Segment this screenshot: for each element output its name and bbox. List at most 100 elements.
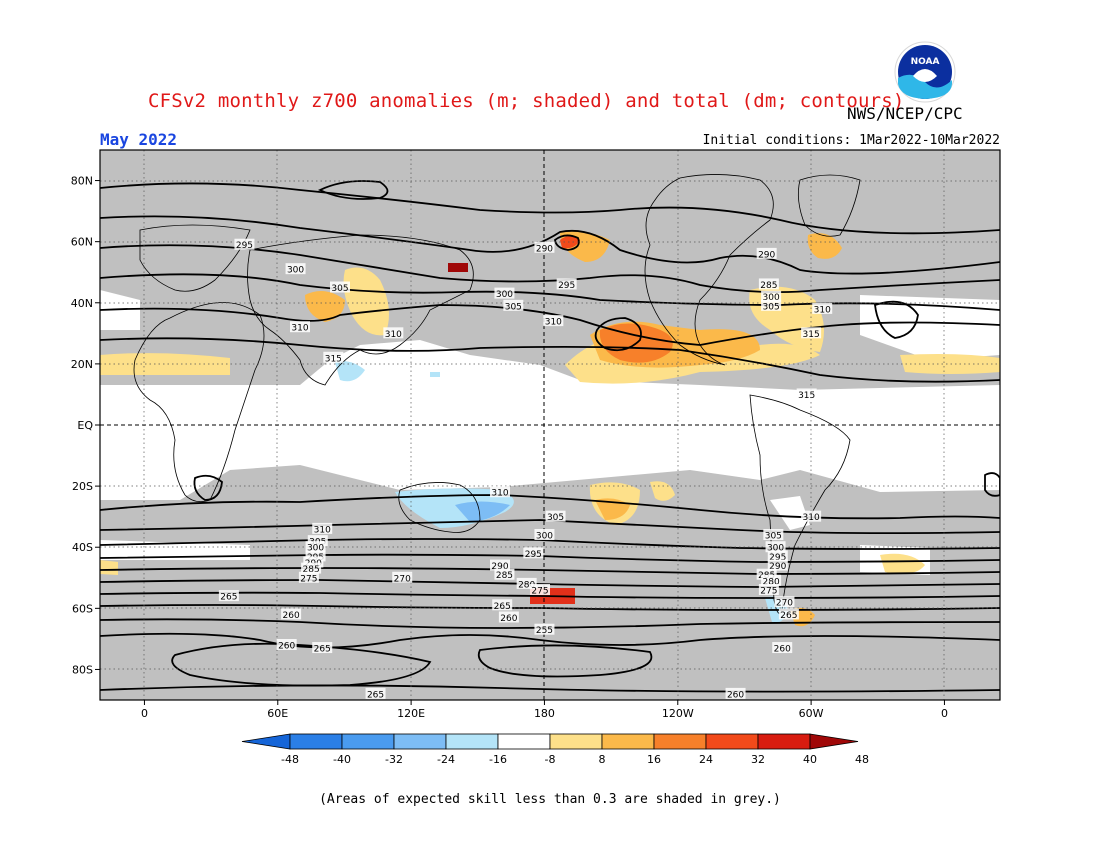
contour-label-bg <box>503 299 524 311</box>
contour-label: 305 <box>505 302 522 312</box>
contour-label: 310 <box>491 489 508 499</box>
anomaly-positive-8 <box>100 560 118 575</box>
colorbar-swatch <box>289 733 343 750</box>
noaa-logo-icon: NOAA <box>894 41 956 103</box>
skill-footnote: (Areas of expected skill less than 0.3 a… <box>319 792 781 807</box>
colorbar: -48 -40 -32 -24 -16 -8 8 16 24 32 40 48 <box>241 733 869 766</box>
contour-label: 310 <box>545 318 562 328</box>
contour-label-bg <box>218 590 239 602</box>
anomaly-positive-8 <box>650 481 675 501</box>
chart-title: CFSv2 monthly z700 anomalies (m; shaded)… <box>148 90 905 112</box>
contour-label-bg <box>758 584 779 595</box>
contour-label-bg <box>801 510 822 522</box>
colorbar-swatch <box>757 733 811 750</box>
colorbar-swatch <box>601 733 655 750</box>
lat-tick-label: 60S <box>72 602 93 615</box>
longitude-axis: 0 60E 120E 180 120W 60W 0 <box>141 700 948 720</box>
lon-tick-label: 60W <box>799 707 824 720</box>
contour-label-bg <box>290 321 310 333</box>
contour-label: 275 <box>300 574 317 584</box>
contour-label: 300 <box>496 290 513 300</box>
contour-label: 300 <box>307 544 324 554</box>
contour-label-bg <box>312 642 333 654</box>
colorbar-label: -16 <box>489 753 507 766</box>
contour-label: 315 <box>798 391 815 401</box>
colorbar-label: 24 <box>699 753 713 766</box>
contour-label: 305 <box>763 302 780 312</box>
contour-label: 280 <box>518 580 535 590</box>
colorbar-label: -32 <box>385 753 403 766</box>
contour-label-bg <box>323 351 344 363</box>
contour-label-bg <box>778 608 799 620</box>
contour-label-bg <box>298 571 319 583</box>
contour-label-bg <box>767 550 788 562</box>
valid-month: May 2022 <box>100 130 178 149</box>
contour-label: 280 <box>763 577 780 587</box>
contour-label-bg <box>556 278 577 290</box>
contour-label: 315 <box>325 354 342 364</box>
lat-tick-label: 40N <box>71 297 93 310</box>
contour-label-bg <box>303 556 324 568</box>
anomaly-positive-8 <box>343 267 389 336</box>
contour-label-bg <box>767 559 788 571</box>
anomaly-positive-32 <box>560 236 580 249</box>
contour-label: 305 <box>331 284 348 294</box>
noaa-logo-text: NOAA <box>911 57 940 67</box>
contour-label: 260 <box>774 645 791 655</box>
contour-label: 260 <box>500 614 517 624</box>
contour-label-bg <box>765 541 786 553</box>
colorbar-swatch <box>445 733 499 750</box>
lat-tick-label: 80N <box>71 175 93 188</box>
contour-label: 300 <box>536 532 553 542</box>
contour-label: 290 <box>536 244 553 254</box>
lat-tick-label: 40S <box>72 541 93 554</box>
anomaly-positive-8 <box>880 553 925 574</box>
contour-label: 285 <box>760 281 777 291</box>
contour-label: 300 <box>287 266 304 276</box>
contour-label-bg <box>774 596 795 608</box>
skill-region <box>860 295 1000 360</box>
contour-label: 295 <box>525 550 542 560</box>
skill-region <box>770 496 810 530</box>
anomaly-negative-16 <box>455 501 510 522</box>
colorbar-swatch <box>705 733 759 750</box>
anomaly-positive-48 <box>448 263 468 272</box>
contour-label: 290 <box>769 562 786 572</box>
colorbar-label: -40 <box>333 753 351 766</box>
colorbar-label: -48 <box>281 753 299 766</box>
colorbar-label: 48 <box>855 753 869 766</box>
contour-label-bg <box>234 238 255 250</box>
contour-label: 315 <box>803 330 820 340</box>
contour-label-bg <box>758 278 779 290</box>
contour-label: 305 <box>547 513 564 523</box>
anomaly-positive-16 <box>305 291 345 322</box>
contour-label-bg <box>301 562 322 574</box>
contour-label-bg <box>494 568 515 580</box>
contour-label: 290 <box>758 250 775 260</box>
lat-tick-label: 80S <box>72 663 93 676</box>
contour-label-bg <box>761 574 782 586</box>
contour-label-bg <box>498 611 519 623</box>
contour-label: 275 <box>531 587 548 597</box>
colorbar-swatch <box>341 733 395 750</box>
contour-label-bg <box>383 327 404 339</box>
contour-label: 265 <box>220 593 237 603</box>
colorbar-label: 40 <box>803 753 817 766</box>
lon-tick-label: 60E <box>267 707 288 720</box>
anomaly-positive-8 <box>100 353 230 375</box>
lat-tick-label: 20S <box>72 480 93 493</box>
contour-label: 265 <box>494 602 511 612</box>
contour-label: 260 <box>278 642 295 652</box>
contour-label: 270 <box>394 574 411 584</box>
contour-label-bg <box>490 486 510 498</box>
contour-label-bg <box>516 577 537 589</box>
anomaly-negative-8 <box>335 361 365 382</box>
contour-label-bg <box>281 608 302 620</box>
contour-label: 260 <box>727 690 744 700</box>
lon-tick-label: 180 <box>534 707 555 720</box>
contour-label-bg <box>530 584 550 595</box>
contour-label-bg <box>756 247 777 259</box>
colorbar-swatch <box>653 733 707 750</box>
contour-label-bg <box>534 529 555 540</box>
